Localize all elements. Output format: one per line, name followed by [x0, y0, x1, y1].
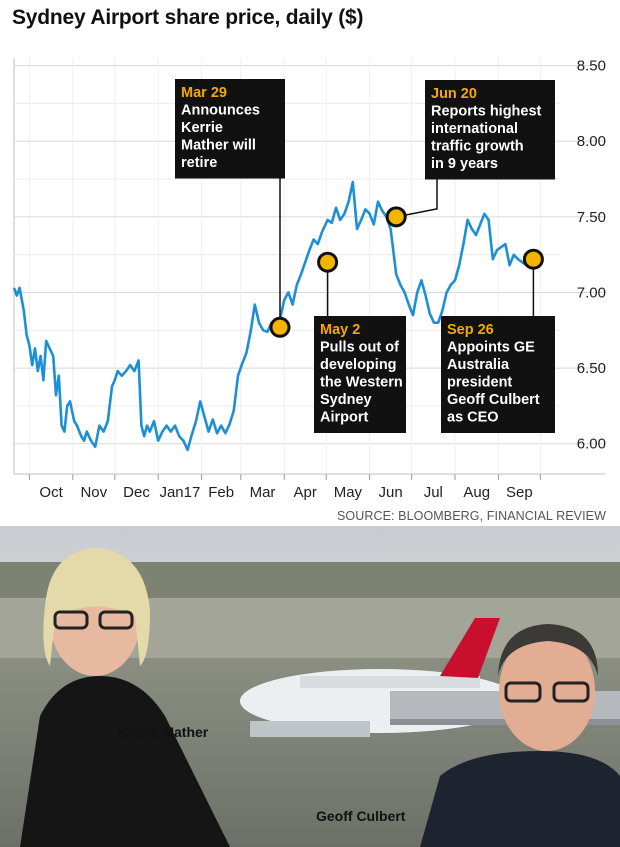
annotation-date: Sep 26: [447, 322, 494, 338]
annotation-box: [175, 79, 285, 179]
annotation-text-line: Reports highest: [431, 104, 542, 120]
annotation-leader-line: [396, 179, 438, 218]
annotation-text-line: developing: [320, 357, 397, 373]
annotation-text-line: Geoff Culbert: [447, 392, 540, 408]
annotation-text-line: traffic growth: [431, 139, 524, 155]
airport-photo: [0, 526, 620, 847]
price-line-series: [12, 180, 535, 452]
annotation-text-line: Announces: [181, 103, 260, 119]
annotation-text-line: Sydney: [320, 392, 372, 408]
share-price-chart: 8.50 8.00 7.50 7.00 6.50 6.00 Oct Nov Dec Jan17 F…: [12, 58, 606, 501]
annotation-date: May 2: [320, 322, 360, 338]
x-tick-label: Feb: [208, 484, 234, 501]
annotation-text-line: Appoints GE: [447, 340, 535, 356]
x-tick-label: Dec: [123, 484, 150, 501]
annotation-text-line: president: [447, 375, 512, 391]
x-tick-label: May: [334, 484, 363, 501]
x-tick-label: Oct: [39, 484, 63, 501]
y-tick-label: 8.00: [577, 133, 606, 150]
annotation-box: [314, 316, 406, 433]
annotation-text-line: Australia: [447, 357, 510, 373]
x-tick-label: Apr: [294, 484, 317, 501]
x-tick-label: Jun: [379, 484, 403, 501]
annotation-text-line: Mather will: [181, 138, 256, 154]
y-axis: 8.50 8.00 7.50 7.00 6.50 6.00: [577, 58, 606, 453]
y-tick-label: 8.50: [577, 58, 606, 75]
x-tick-label: Jul: [424, 484, 443, 501]
x-tick-label: Aug: [463, 484, 490, 501]
annotation-box: [425, 80, 555, 180]
x-tick-label: Sep: [506, 484, 533, 501]
y-tick-label: 6.50: [577, 360, 606, 377]
annotation-text-line: retire: [181, 155, 217, 171]
annotation-box: [441, 316, 555, 433]
annotation-marker: [317, 251, 339, 273]
person-right-silhouette: [420, 624, 620, 847]
y-tick-label: 7.00: [577, 284, 606, 301]
caption-geoff-culbert: Geoff Culbert: [316, 808, 406, 824]
annotation-marker: [522, 248, 544, 270]
annotation-marker: [385, 206, 407, 228]
x-tick-label: Nov: [80, 484, 107, 501]
y-tick-label: 6.00: [577, 436, 606, 453]
annotation-text-line: Pulls out of: [320, 340, 399, 356]
annotation-marker: [269, 316, 291, 338]
line-layer: [12, 180, 535, 452]
source-note: SOURCE: BLOOMBERG, FINANCIAL REVIEW: [336, 509, 606, 523]
annotation-text-line: in 9 years: [431, 156, 498, 172]
annotation-date: Mar 29: [181, 85, 227, 101]
person-left-silhouette: [20, 548, 230, 847]
x-axis: Oct Nov Dec Jan17 Feb Mar Apr May Jun Jul Aug Sep: [28, 474, 541, 501]
annotation-text-line: Airport: [320, 410, 369, 426]
photo-panel: Kerrie Mather Geoff Culbert: [0, 526, 620, 847]
annotation-text-line: the Western: [320, 375, 403, 391]
annotation-text-line: international: [431, 121, 518, 137]
chart-title: Sydney Airport share price, daily ($): [12, 6, 364, 29]
annotation-text-line: as CEO: [447, 410, 499, 426]
x-tick-label: Mar: [250, 484, 276, 501]
y-tick-label: 7.50: [577, 209, 606, 226]
caption-kerrie-mather: Kerrie Mather: [118, 724, 209, 740]
annotation-text-line: Kerrie: [181, 120, 223, 136]
x-tick-label: Jan17: [159, 484, 200, 501]
annotation-date: Jun 20: [431, 86, 477, 102]
